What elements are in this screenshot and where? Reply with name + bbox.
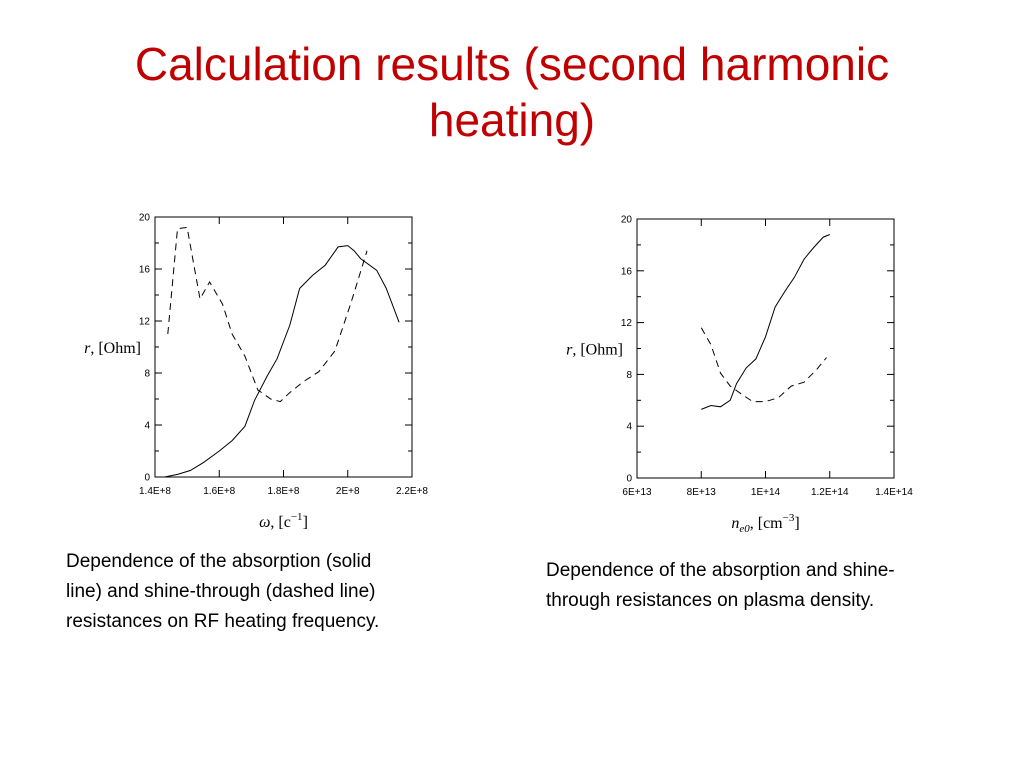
slide-title-line-1: Calculation results (second harmonic [134, 38, 890, 90]
y-tick-label: 12 [621, 318, 633, 329]
y-tick-label: 8 [626, 370, 632, 381]
y-axis-label-unit: , [Ohm] [90, 340, 141, 357]
x-tick-label: 1.6E+8 [203, 486, 235, 497]
x-tick-label: 1.8E+8 [268, 486, 300, 497]
y-tick-label: 12 [139, 317, 151, 328]
x-tick-label: 1.4E+8 [139, 486, 171, 497]
y-tick-label: 20 [621, 215, 633, 226]
solid-series-line [701, 234, 830, 410]
slide-title-line-2: heating) [428, 94, 596, 146]
x-tick-label: 2E+8 [336, 486, 360, 497]
dashed-series-line [167, 226, 368, 403]
chart-density: 0 4 8 12 16 20 6E+13 8E+13 1E+14 1.2E+14 1.4E+14 r,… [566, 215, 913, 536]
y-tick-label: 16 [621, 266, 633, 277]
caption-density-line-2: through resistances on plasma density. [546, 590, 875, 611]
plot-frame [154, 216, 413, 478]
x-axis-label-superscript: −1 [291, 511, 303, 523]
caption-frequency-line-2: line) and shine-through (dashed line) [66, 581, 376, 602]
x-axis-label-sep: , [c [270, 514, 290, 531]
x-axis-label-sep: , [cm [750, 515, 783, 532]
y-axis-label-symbol: r [84, 340, 91, 357]
x-axis-label-superscript: −3 [783, 512, 795, 524]
y-tick-label: 0 [626, 474, 632, 485]
y-tick-label: 8 [144, 369, 150, 380]
x-axis-label: ω, [c−1] [259, 511, 308, 531]
x-tick-label: 1E+14 [751, 487, 781, 498]
x-tick-label: 2.2E+8 [396, 486, 428, 497]
caption-density-line-1: Dependence of the absorption and shine- [546, 560, 895, 581]
caption-density: Dependence of the absorption and shine- … [546, 556, 1006, 616]
x-axis-label-close: ] [794, 515, 799, 532]
y-axis-label: r, [Ohm] [566, 342, 623, 359]
x-axis-label-close: ] [303, 514, 308, 531]
y-tick-label: 20 [139, 213, 151, 224]
caption-frequency: Dependence of the absorption (solid line… [66, 547, 486, 637]
caption-frequency-line-1: Dependence of the absorption (solid [66, 551, 372, 572]
x-tick-label: 1.4E+14 [875, 487, 913, 498]
slide-title: Calculation results (second harmonic hea… [40, 36, 984, 148]
x-tick-label: 6E+13 [622, 487, 652, 498]
y-axis-label-unit: , [Ohm] [572, 342, 623, 359]
x-axis-label-subscript: e0 [739, 523, 750, 535]
caption-frequency-line-3: resistances on RF heating frequency. [66, 611, 380, 632]
y-axis-label-symbol: r [566, 342, 573, 359]
y-tick-label: 4 [144, 421, 150, 432]
plot-frame [636, 218, 895, 479]
y-axis-label: r, [Ohm] [84, 340, 141, 357]
x-axis-label-symbol: ω [259, 514, 270, 531]
y-tick-label: 0 [144, 473, 150, 484]
x-axis-label-symbol: n [731, 515, 739, 532]
solid-series-line [164, 245, 400, 478]
dashed-series-line [700, 327, 827, 403]
x-tick-label: 8E+13 [687, 487, 717, 498]
x-tick-label: 1.2E+14 [811, 487, 849, 498]
x-axis-label: ne0, [cm−3] [731, 512, 799, 535]
y-tick-label: 4 [626, 422, 632, 433]
y-tick-label: 16 [139, 265, 151, 276]
